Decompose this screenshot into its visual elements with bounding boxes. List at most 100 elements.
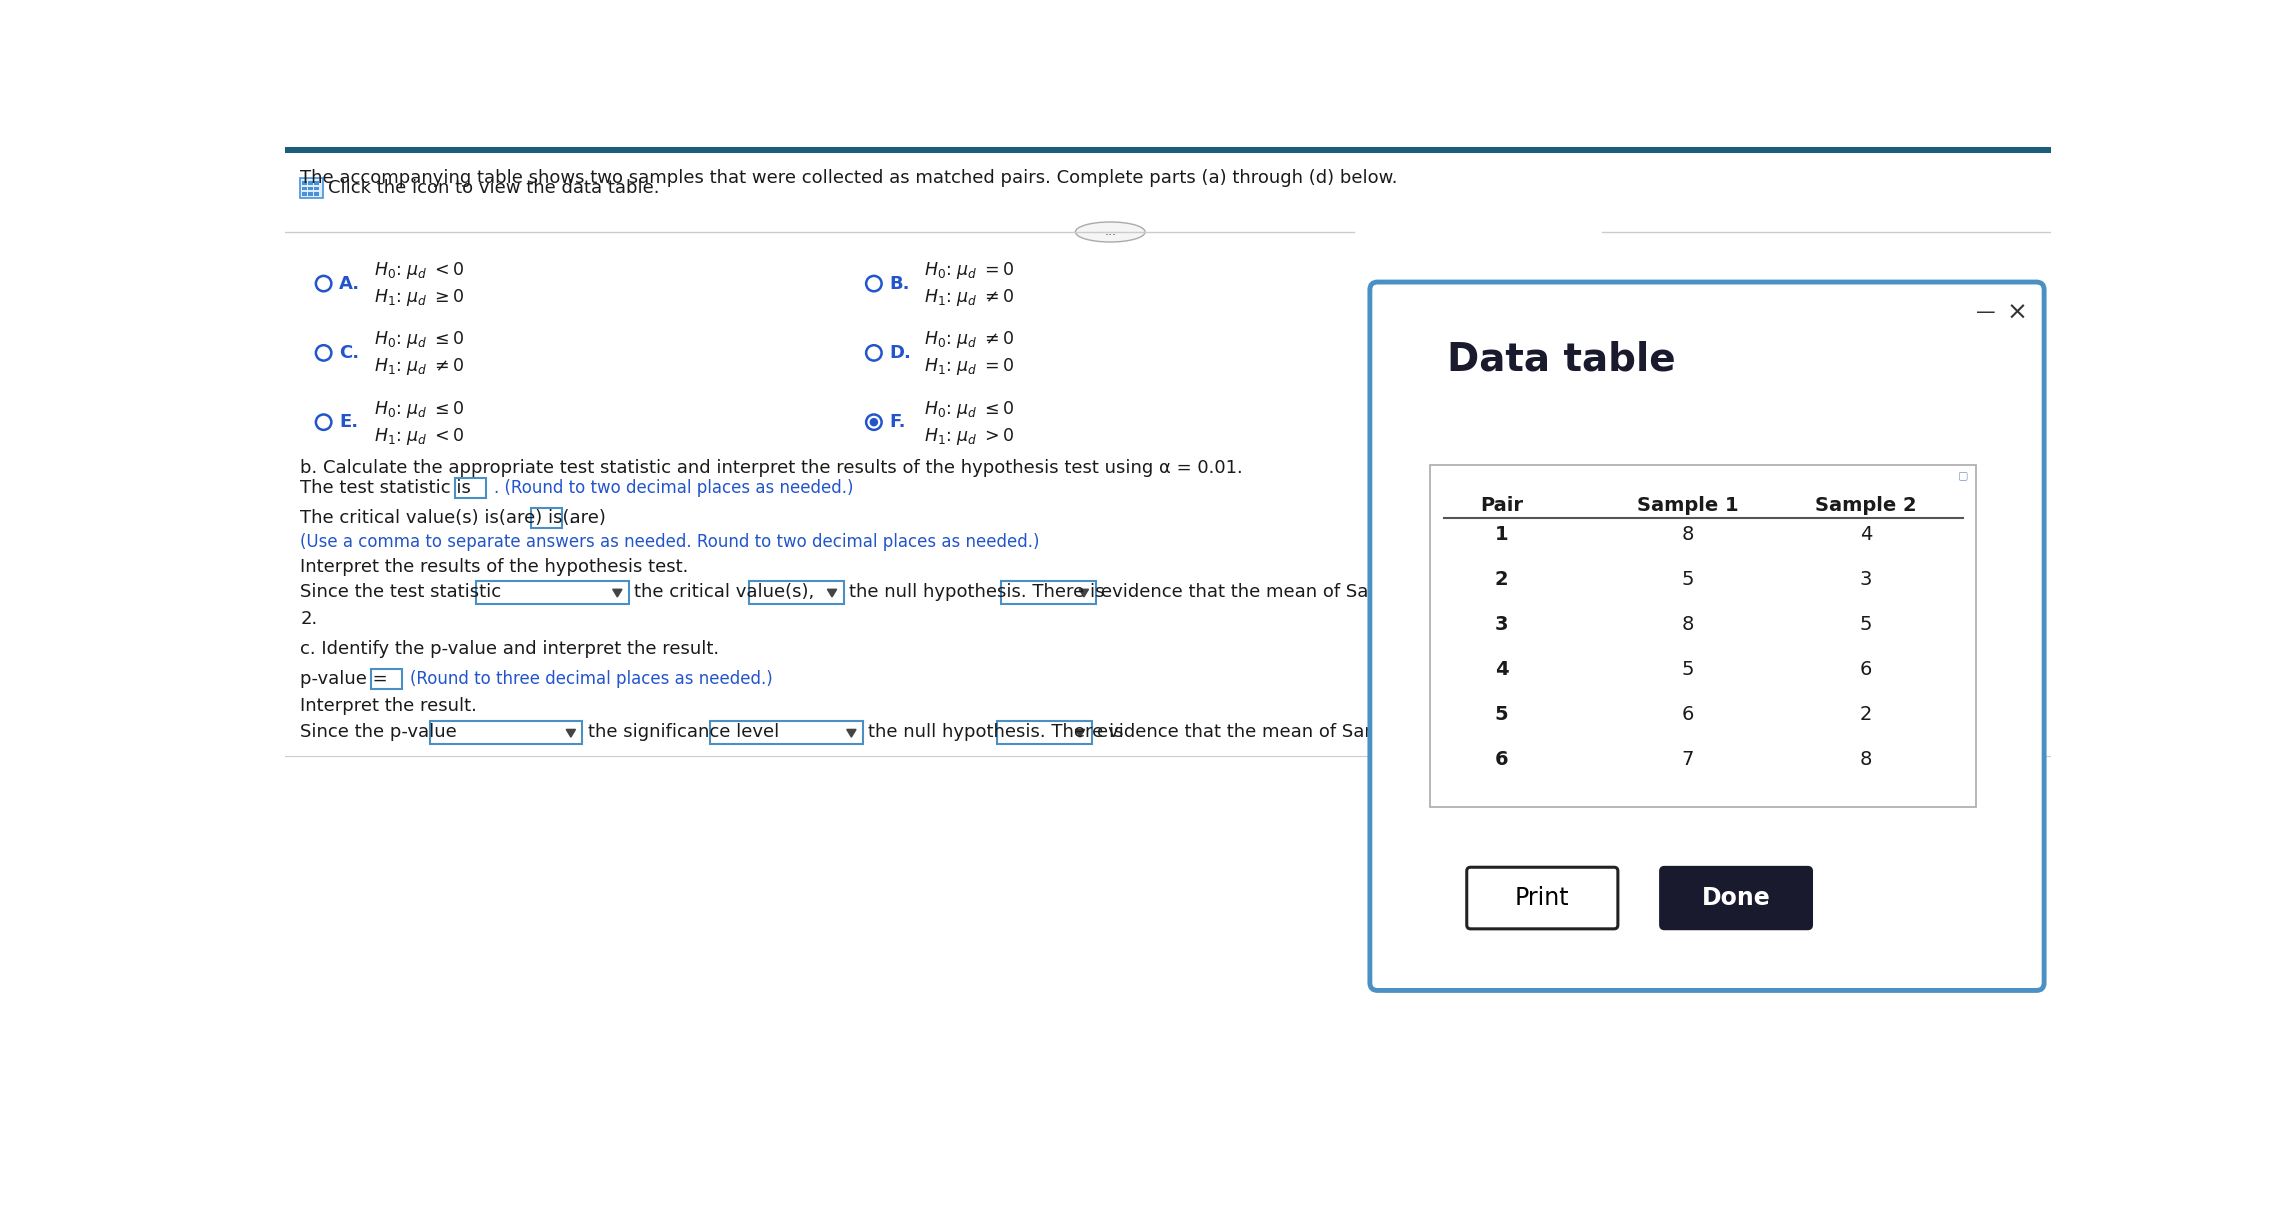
Text: $H_1$: $\mu_d$ $> 0$: $H_1$: $\mu_d$ $> 0$ [925,426,1014,447]
Polygon shape [1080,590,1089,597]
Text: ...: ... [1105,226,1117,238]
Text: 8: 8 [1682,525,1693,545]
Polygon shape [1076,729,1085,737]
Text: Interpret the results of the hypothesis test.: Interpret the results of the hypothesis … [301,558,688,576]
Circle shape [866,346,882,360]
FancyBboxPatch shape [301,192,308,195]
Circle shape [866,276,882,292]
Text: Click the icon to view the data table.: Click the icon to view the data table. [328,179,661,197]
FancyBboxPatch shape [285,147,2051,154]
Text: b. Calculate the appropriate test statistic and interpret the results of the hyp: b. Calculate the appropriate test statis… [301,459,1242,477]
Text: A.: A. [340,275,360,293]
Text: The test statistic is: The test statistic is [301,479,472,497]
Circle shape [866,414,882,430]
Text: p-value =: p-value = [301,669,387,687]
Circle shape [317,276,330,292]
FancyBboxPatch shape [454,477,485,498]
FancyBboxPatch shape [476,581,629,604]
Polygon shape [565,729,577,737]
Text: the critical value(s),: the critical value(s), [634,584,814,602]
FancyBboxPatch shape [301,187,308,190]
Circle shape [317,346,330,360]
Text: (Round to three decimal places as needed.): (Round to three decimal places as needed… [410,669,773,687]
FancyBboxPatch shape [371,669,401,689]
Text: $H_1$: $\mu_d$ $\neq 0$: $H_1$: $\mu_d$ $\neq 0$ [374,357,465,377]
Text: $H_0$: $\mu_d$ $< 0$: $H_0$: $\mu_d$ $< 0$ [374,260,465,281]
Text: 2: 2 [1495,570,1509,589]
Text: Pair: Pair [1479,496,1522,515]
Text: Data table: Data table [1447,339,1675,379]
Text: $H_0$: $\mu_d$ $\leq 0$: $H_0$: $\mu_d$ $\leq 0$ [925,398,1014,420]
Text: .: . [567,509,574,527]
Text: 2: 2 [1860,705,1871,724]
Text: E.: E. [340,413,358,431]
Text: $H_1$: $\mu_d$ $= 0$: $H_1$: $\mu_d$ $= 0$ [925,357,1014,377]
Text: the null hypothesis. There is: the null hypothesis. There is [868,724,1124,741]
Text: $H_1$: $\mu_d$ $< 0$: $H_1$: $\mu_d$ $< 0$ [374,426,465,447]
FancyBboxPatch shape [998,720,1092,744]
FancyBboxPatch shape [1661,867,1812,929]
FancyBboxPatch shape [308,187,312,190]
Polygon shape [827,590,836,597]
Text: 1: 1 [1495,525,1509,545]
Text: evidence that the mean of Sample 1 is higher than the mean of Sample: evidence that the mean of Sample 1 is hi… [1101,584,1750,602]
Circle shape [317,414,330,430]
FancyBboxPatch shape [308,181,312,186]
Ellipse shape [1076,222,1144,242]
Text: C.: C. [340,344,360,361]
Text: $H_0$: $\mu_d$ $= 0$: $H_0$: $\mu_d$ $= 0$ [925,260,1014,281]
Text: 4: 4 [1860,525,1871,545]
Text: Done: Done [1702,886,1771,910]
Circle shape [871,418,877,426]
Text: 2.: 2. [301,610,317,629]
Text: . (Round to two decimal places as needed.): . (Round to two decimal places as needed… [495,479,855,497]
Text: $H_0$: $\mu_d$ $\leq 0$: $H_0$: $\mu_d$ $\leq 0$ [374,330,465,350]
Polygon shape [613,590,622,597]
Text: evidence that the mean of Sample 1 is higher than the mean of Sample 2: evidence that the mean of Sample 1 is hi… [1096,724,1764,741]
Text: 8: 8 [1682,615,1693,634]
Text: D.: D. [889,344,912,361]
Text: $H_0$: $\mu_d$ $\leq 0$: $H_0$: $\mu_d$ $\leq 0$ [374,398,465,420]
Text: ▢: ▢ [1958,470,1969,480]
FancyBboxPatch shape [315,192,319,195]
FancyBboxPatch shape [750,581,843,604]
FancyBboxPatch shape [1000,581,1096,604]
FancyBboxPatch shape [431,720,583,744]
Text: c. Identify the p-value and interpret the result.: c. Identify the p-value and interpret th… [301,640,720,658]
FancyBboxPatch shape [299,178,324,198]
FancyBboxPatch shape [711,720,864,744]
Text: Interpret the result.: Interpret the result. [301,696,476,714]
Text: 6: 6 [1682,705,1693,724]
FancyBboxPatch shape [308,192,312,195]
Text: 5: 5 [1682,570,1693,589]
FancyBboxPatch shape [1431,465,1976,807]
Text: 4: 4 [1495,659,1509,679]
Text: 5: 5 [1682,659,1693,679]
Text: Sample 2: Sample 2 [1814,496,1917,515]
Text: 6: 6 [1495,750,1509,769]
Text: 5: 5 [1860,615,1871,634]
Text: The accompanying table shows two samples that were collected as matched pairs. C: The accompanying table shows two samples… [301,168,1397,187]
Text: 7: 7 [1682,750,1693,769]
Text: 3: 3 [1860,570,1871,589]
Text: $H_1$: $\mu_d$ $\neq 0$: $H_1$: $\mu_d$ $\neq 0$ [925,287,1014,308]
Polygon shape [848,729,857,737]
FancyBboxPatch shape [315,187,319,190]
FancyBboxPatch shape [301,181,308,186]
FancyBboxPatch shape [315,181,319,186]
Text: 3: 3 [1495,615,1509,634]
Text: 6: 6 [1860,659,1871,679]
Text: Print: Print [1516,886,1570,910]
Text: The critical value(s) is(are) is(are): The critical value(s) is(are) is(are) [301,509,606,527]
FancyBboxPatch shape [1468,867,1618,929]
Text: Since the p-value: Since the p-value [301,724,458,741]
Text: F.: F. [889,413,905,431]
Text: Sample 1: Sample 1 [1636,496,1739,515]
Text: B.: B. [889,275,909,293]
Text: the null hypothesis. There is: the null hypothesis. There is [850,584,1105,602]
Text: —: — [1976,303,1996,322]
Text: (Use a comma to separate answers as needed. Round to two decimal places as neede: (Use a comma to separate answers as need… [301,532,1039,551]
Text: Since the test statistic: Since the test statistic [301,584,501,602]
Text: 8: 8 [1860,750,1871,769]
FancyBboxPatch shape [531,508,561,529]
